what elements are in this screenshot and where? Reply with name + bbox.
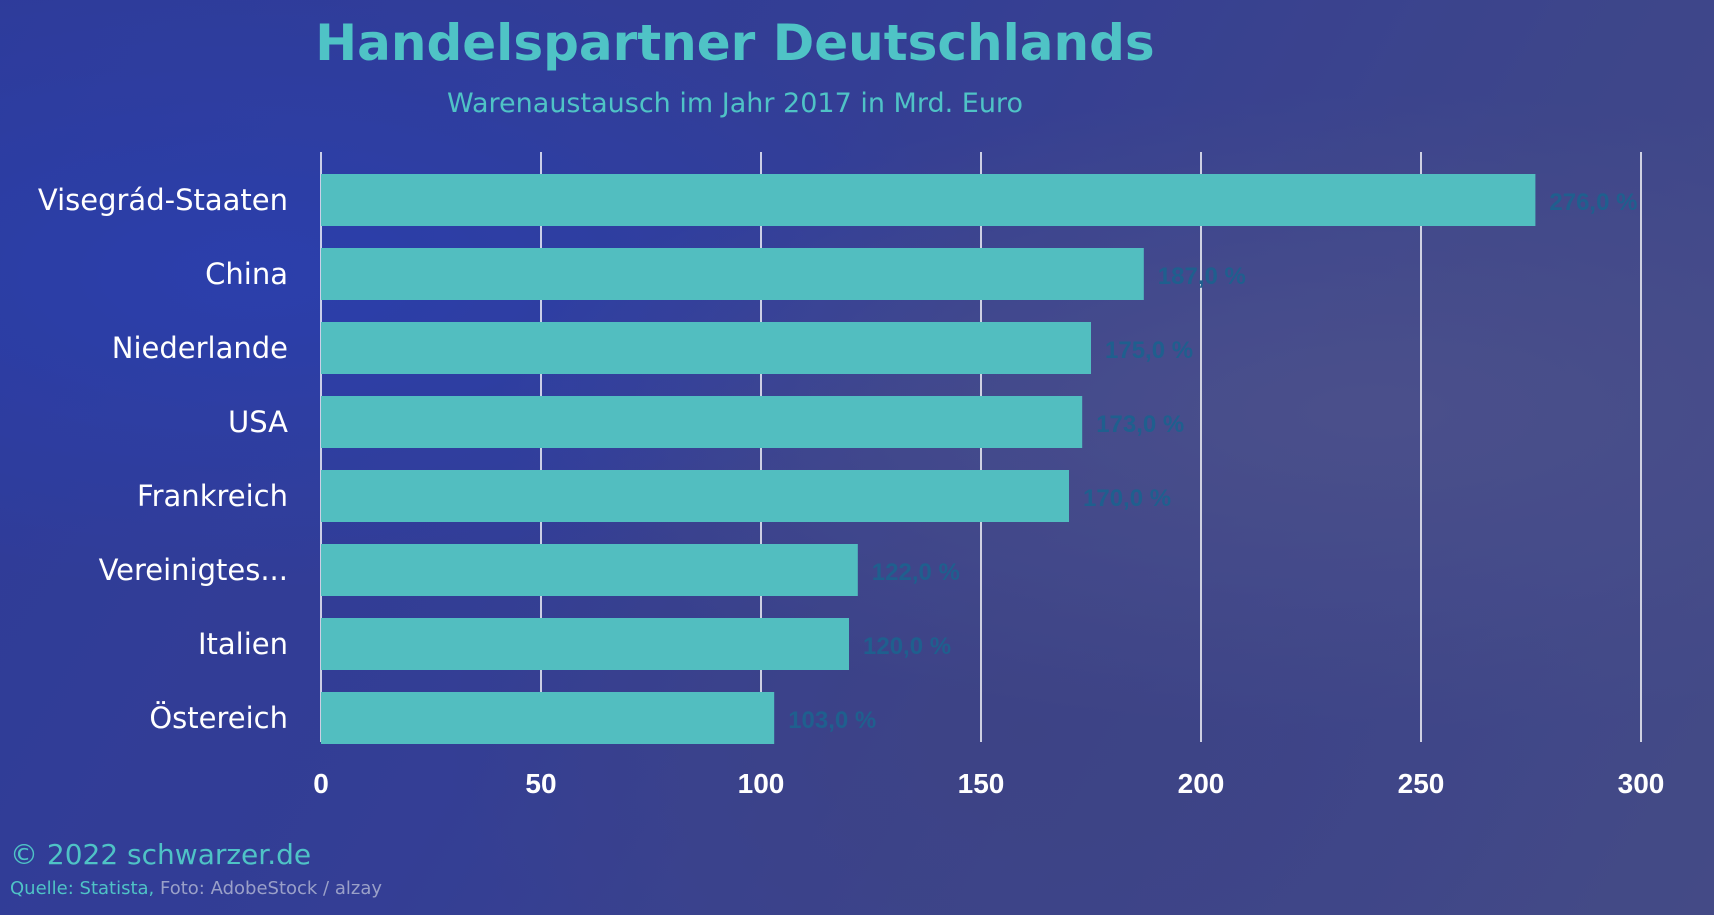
x-tick-label: 300 bbox=[1618, 768, 1665, 799]
copyright-text: © 2022 schwarzer.de bbox=[10, 838, 312, 871]
category-label: Frankreich bbox=[137, 479, 288, 513]
data-label: 103,0 % bbox=[788, 707, 876, 734]
category-label: Niederlande bbox=[112, 331, 288, 365]
category-label: USA bbox=[228, 405, 288, 439]
data-label: 276,0 % bbox=[1549, 189, 1637, 216]
x-tick-label: 100 bbox=[738, 768, 785, 799]
chart-subtitle: Warenaustausch im Jahr 2017 in Mrd. Euro bbox=[447, 88, 1023, 119]
category-label: Italien bbox=[198, 627, 288, 661]
chart-title: Handelspartner Deutschlands bbox=[315, 14, 1155, 72]
bar bbox=[321, 248, 1144, 300]
bar bbox=[321, 544, 858, 596]
photo-credit: Foto: AdobeStock / alzay bbox=[154, 878, 383, 899]
bar bbox=[321, 396, 1083, 448]
data-label: 187,0 % bbox=[1158, 263, 1246, 290]
category-label: China bbox=[205, 257, 288, 291]
x-tick-label: 200 bbox=[1178, 768, 1225, 799]
source-line: Quelle: Statista, Foto: AdobeStock / alz… bbox=[10, 878, 382, 899]
bar bbox=[321, 174, 1536, 226]
category-label: Vereinigtes... bbox=[99, 553, 288, 587]
data-label: 170,0 % bbox=[1083, 485, 1171, 512]
bar bbox=[321, 322, 1091, 374]
data-label: 173,0 % bbox=[1096, 411, 1184, 438]
data-label: 175,0 % bbox=[1105, 337, 1193, 364]
bar bbox=[321, 618, 849, 670]
x-tick-label: 50 bbox=[525, 768, 556, 799]
bar bbox=[321, 692, 775, 744]
source-label: Quelle: Statista, bbox=[10, 878, 155, 899]
category-label: Östereich bbox=[149, 701, 288, 735]
bar bbox=[321, 470, 1069, 522]
x-tick-label: 150 bbox=[958, 768, 1005, 799]
data-label: 120,0 % bbox=[863, 633, 951, 660]
x-tick-label: 250 bbox=[1398, 768, 1445, 799]
category-label: Visegrád-Staaten bbox=[38, 183, 288, 217]
data-label: 122,0 % bbox=[872, 559, 960, 586]
x-tick-label: 0 bbox=[313, 768, 329, 799]
